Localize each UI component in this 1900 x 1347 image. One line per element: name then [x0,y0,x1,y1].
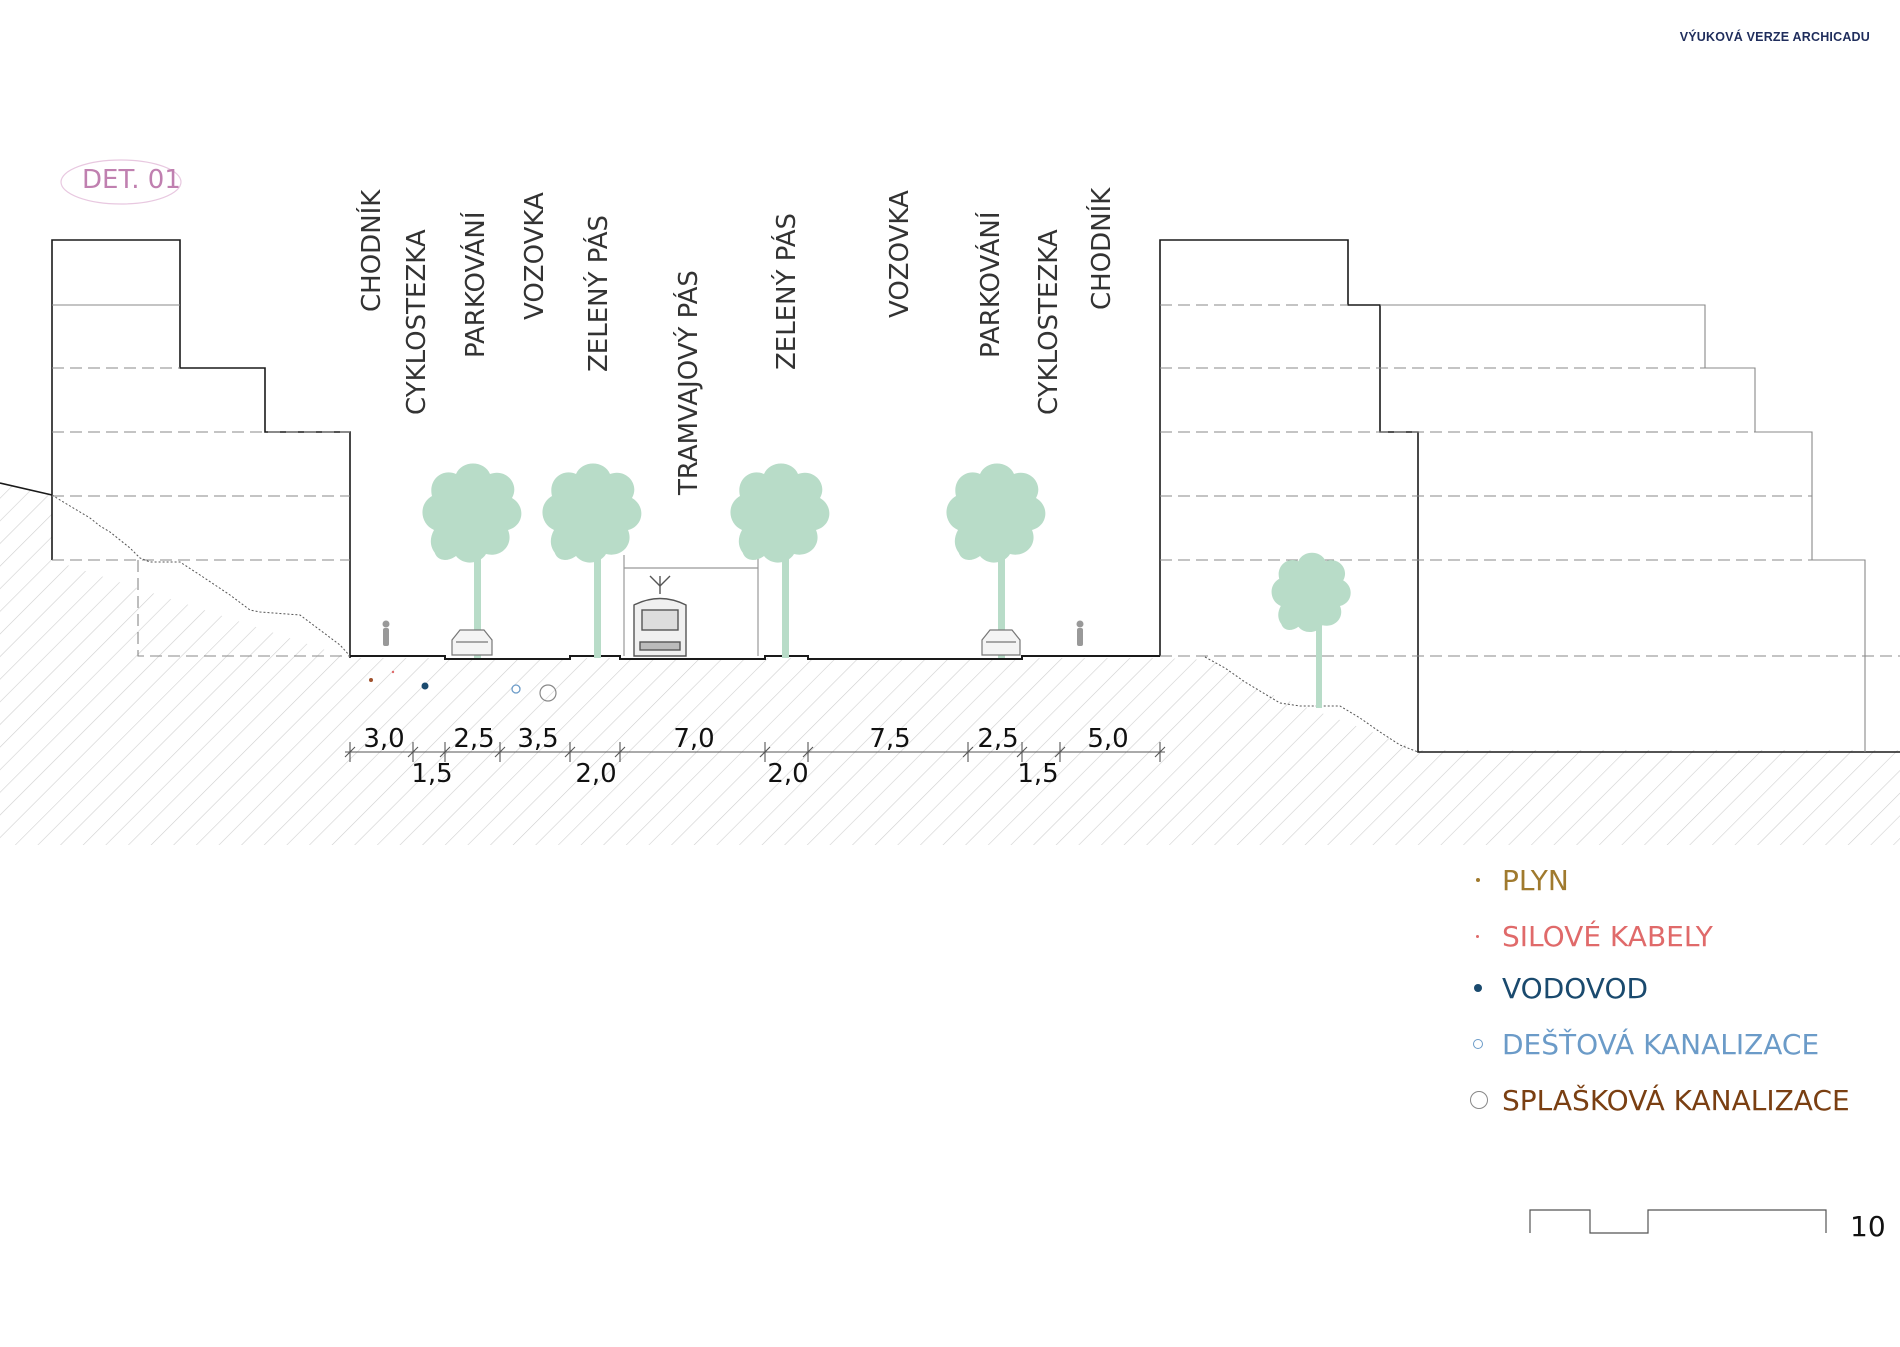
tree-3 [730,463,830,658]
scale-bar [1529,1209,1827,1234]
tree-1 [422,463,522,658]
tree-4 [946,463,1046,658]
legend-item: PLYN [1470,864,1890,900]
dimension-label: 2,5 [453,724,494,754]
dimension-label: 5,0 [1087,724,1128,754]
dimension-label: 2,5 [977,724,1018,754]
dimension-label: 1,5 [1017,759,1058,789]
car-left [451,629,493,656]
legend-item: VODOVOD [1470,972,1890,1008]
left-terrain-steps [51,494,351,657]
zone-label: ZELENÝ PÁS [582,215,614,372]
legend-label: DEŠŤOVÁ KANALIZACE [1502,1028,1820,1061]
zone-label: PARKOVÁNÍ [974,211,1006,358]
tree-2 [542,463,642,658]
zone-label: VOZOVKA [885,190,915,318]
legend-item: DEŠŤOVÁ KANALIZACE [1470,1028,1890,1064]
detail-label-ellipse [60,159,182,205]
watermark-text: VÝUKOVÁ VERZE ARCHICADU [1679,30,1870,44]
legend-symbol-icon [1473,1039,1483,1049]
legend-symbol-icon [1470,1091,1488,1109]
car-right [981,629,1021,656]
zone-label: CYKLOSTEZKA [402,229,432,415]
legend-item: SILOVÉ KABELY [1470,920,1890,956]
zone-labels: CHODNÍK CYKLOSTEZKA PARKOVÁNÍ VOZOVKA ZELENÝ… [355,187,1117,496]
zone-label: CYKLOSTEZKA [1034,229,1064,415]
page-number: 10 [1850,1210,1886,1243]
tram-icon [633,575,687,657]
zone-label: CHODNÍK [1085,187,1117,310]
legend-label: PLYN [1502,864,1569,897]
legend-label: SILOVÉ KABELY [1502,920,1713,953]
zone-label: ZELENÝ PÁS [770,213,802,370]
dimension-label: 7,5 [869,724,910,754]
legend-symbol-icon [1474,984,1482,992]
utilities [369,670,557,702]
zone-label: TRAMVAJOVÝ PÁS [672,270,704,496]
legend-label: SPLAŠKOVÁ KANALIZACE [1502,1084,1850,1117]
legend-symbol-icon [1476,935,1479,938]
zone-label: CHODNÍK [355,189,387,312]
dimension-label: 2,0 [575,759,616,789]
zone-label: PARKOVÁNÍ [459,211,491,358]
zone-label: VOZOVKA [520,192,550,320]
dimension-label: 2,0 [767,759,808,789]
right-terrain-steps [1204,656,1419,753]
street-surface [350,655,1160,660]
tram-lane-box [623,555,759,656]
legend-item: SPLAŠKOVÁ KANALIZACE [1470,1084,1890,1120]
legend-label: VODOVOD [1502,972,1649,1005]
dimension-label: 1,5 [411,759,452,789]
detail-label: DET. 01 [82,165,181,195]
dimension-label: 3,5 [517,724,558,754]
tree-5 [1271,552,1351,708]
left-building-floors [52,304,350,657]
left-building [0,239,351,658]
pedestrian-left [382,620,390,646]
legend-symbol-icon [1476,878,1480,882]
ground-hatch [0,483,1900,845]
right-building-floors [1160,304,1900,752]
dimension-label: 3,0 [363,724,404,754]
dimension-line [344,742,1166,762]
dimension-label: 7,0 [673,724,714,754]
dimension-labels: 3,0 2,5 3,5 7,0 7,5 2,5 5,0 1,5 2,0 2,0 1,5 [363,724,1128,789]
pedestrian-right [1076,620,1084,646]
